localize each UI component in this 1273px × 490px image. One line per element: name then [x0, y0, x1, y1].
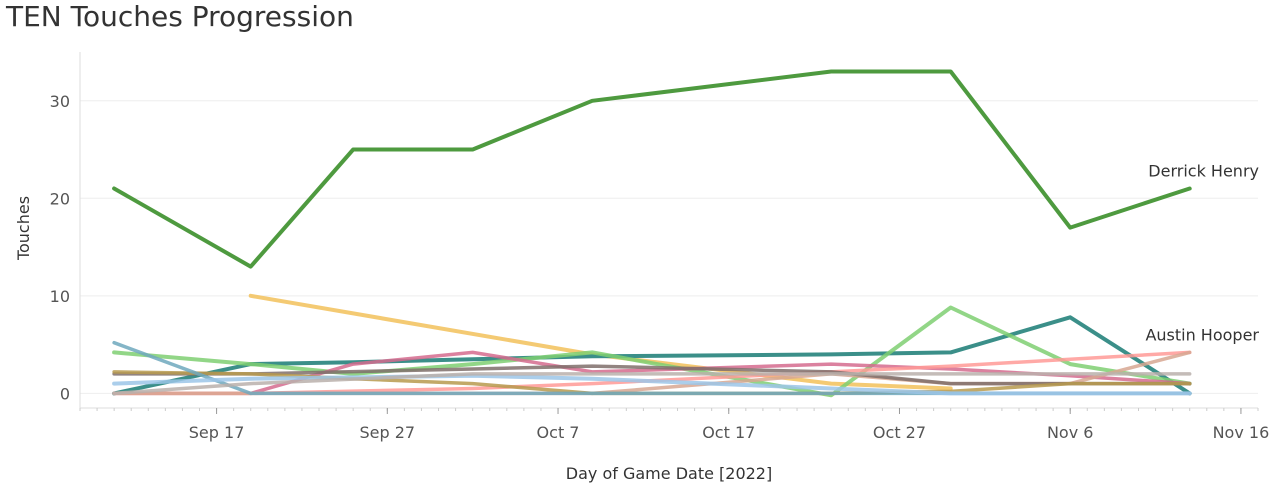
- x-tick-label: Nov 6: [1047, 423, 1094, 442]
- y-tick-label: 30: [50, 92, 70, 111]
- y-tick-label: 0: [60, 384, 70, 403]
- series-line: [112, 372, 1192, 396]
- series-label: Austin Hooper: [1145, 325, 1259, 344]
- x-axis-label: Day of Game Date [2022]: [566, 464, 772, 483]
- y-axis-label: Touches: [14, 196, 33, 261]
- series-label: Derrick Henry: [1148, 162, 1259, 181]
- x-tick-label: Sep 27: [359, 423, 415, 442]
- series-line: [112, 305, 1192, 398]
- series-line: [112, 315, 1192, 396]
- x-tick-label: Sep 17: [189, 423, 245, 442]
- y-tick-label: 10: [50, 287, 70, 306]
- y-tick-label: 20: [50, 189, 70, 208]
- series-line: [112, 373, 1192, 396]
- x-tick-label: Oct 27: [873, 423, 926, 442]
- x-tick-label: Oct 17: [702, 423, 755, 442]
- series-line: [112, 69, 1192, 269]
- x-tick-label: Nov 16: [1213, 423, 1270, 442]
- chart-title: TEN Touches Progression: [6, 0, 354, 33]
- x-tick-label: Oct 7: [537, 423, 580, 442]
